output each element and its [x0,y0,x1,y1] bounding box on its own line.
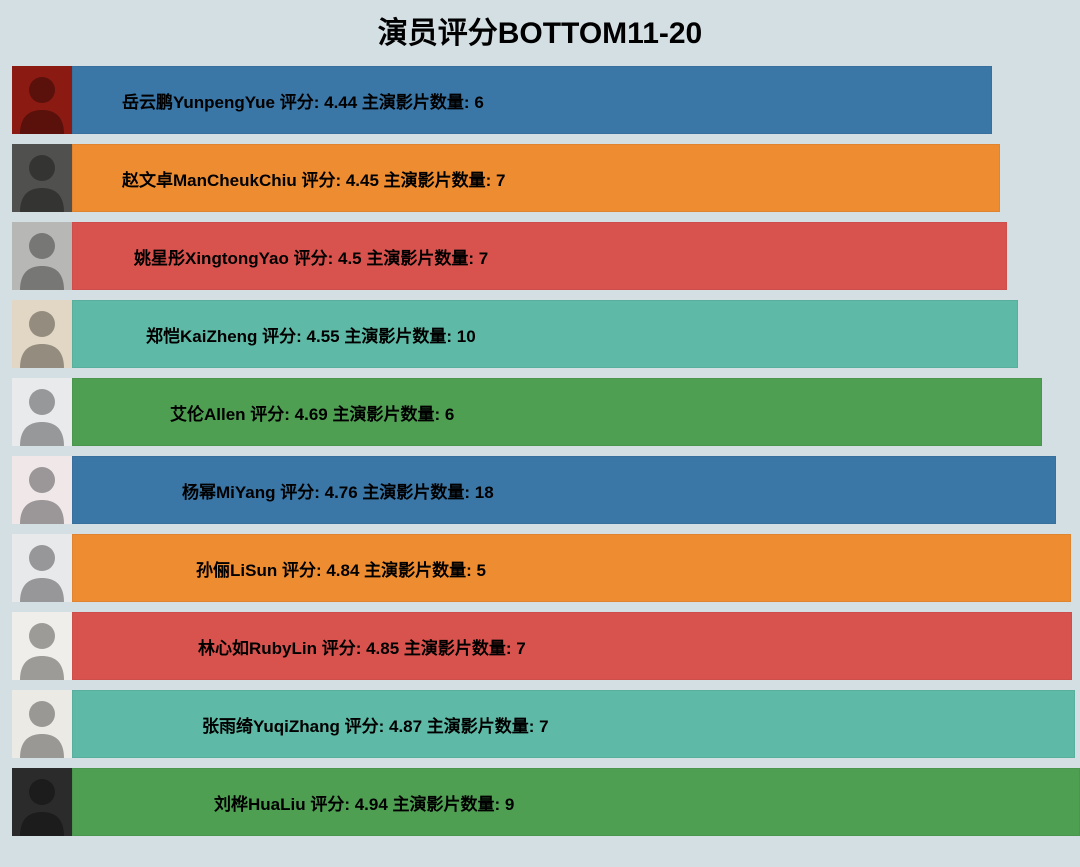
rating-bar: 姚星彤XingtongYao 评分: 4.5 主演影片数量: 7 [72,222,1007,290]
bar-label: 赵文卓ManCheukChiu 评分: 4.45 主演影片数量: 7 [120,166,505,191]
rating-bar: 艾伦Allen 评分: 4.69 主演影片数量: 6 [72,378,1042,446]
chart-row: 刘桦HuaLiu 评分: 4.94 主演影片数量: 9 [12,768,1068,836]
rating-bar: 郑恺KaiZheng 评分: 4.55 主演影片数量: 10 [72,300,1018,368]
actor-avatar [12,300,72,368]
actor-avatar [12,534,72,602]
chart-row: 赵文卓ManCheukChiu 评分: 4.45 主演影片数量: 7 [12,144,1068,212]
bar-track: 郑恺KaiZheng 评分: 4.55 主演影片数量: 10 [72,300,1068,368]
bar-label: 张雨绮YuqiZhang 评分: 4.87 主演影片数量: 7 [200,712,549,737]
chart-row: 岳云鹏YunpengYue 评分: 4.44 主演影片数量: 6 [12,66,1068,134]
bar-track: 刘桦HuaLiu 评分: 4.94 主演影片数量: 9 [72,768,1080,836]
actor-avatar [12,378,72,446]
chart-row: 孙俪LiSun 评分: 4.84 主演影片数量: 5 [12,534,1068,602]
chart-row: 张雨绮YuqiZhang 评分: 4.87 主演影片数量: 7 [12,690,1068,758]
actor-avatar [12,144,72,212]
bar-label: 郑恺KaiZheng 评分: 4.55 主演影片数量: 10 [144,322,476,347]
rating-bar: 赵文卓ManCheukChiu 评分: 4.45 主演影片数量: 7 [72,144,1000,212]
bar-label: 孙俪LiSun 评分: 4.84 主演影片数量: 5 [194,556,486,581]
actor-rating-chart: 岳云鹏YunpengYue 评分: 4.44 主演影片数量: 6 赵文卓ManC… [12,66,1068,836]
bar-label: 岳云鹏YunpengYue 评分: 4.44 主演影片数量: 6 [120,88,484,113]
chart-title: 演员评分BOTTOM11-20 [12,8,1068,52]
bar-track: 林心如RubyLin 评分: 4.85 主演影片数量: 7 [72,612,1072,680]
actor-avatar [12,456,72,524]
chart-row: 姚星彤XingtongYao 评分: 4.5 主演影片数量: 7 [12,222,1068,290]
actor-avatar [12,222,72,290]
rating-bar: 岳云鹏YunpengYue 评分: 4.44 主演影片数量: 6 [72,66,992,134]
rating-bar: 刘桦HuaLiu 评分: 4.94 主演影片数量: 9 [72,768,1080,836]
chart-row: 杨幂MiYang 评分: 4.76 主演影片数量: 18 [12,456,1068,524]
actor-avatar [12,612,72,680]
bar-label: 刘桦HuaLiu 评分: 4.94 主演影片数量: 9 [212,790,514,815]
bar-label: 艾伦Allen 评分: 4.69 主演影片数量: 6 [168,400,454,425]
bar-track: 赵文卓ManCheukChiu 评分: 4.45 主演影片数量: 7 [72,144,1068,212]
rating-bar: 张雨绮YuqiZhang 评分: 4.87 主演影片数量: 7 [72,690,1075,758]
bar-label: 姚星彤XingtongYao 评分: 4.5 主演影片数量: 7 [132,244,488,269]
rating-bar: 林心如RubyLin 评分: 4.85 主演影片数量: 7 [72,612,1072,680]
bar-track: 孙俪LiSun 评分: 4.84 主演影片数量: 5 [72,534,1071,602]
rating-bar: 杨幂MiYang 评分: 4.76 主演影片数量: 18 [72,456,1056,524]
chart-row: 艾伦Allen 评分: 4.69 主演影片数量: 6 [12,378,1068,446]
bar-label: 杨幂MiYang 评分: 4.76 主演影片数量: 18 [180,478,494,503]
bar-track: 张雨绮YuqiZhang 评分: 4.87 主演影片数量: 7 [72,690,1075,758]
actor-avatar [12,768,72,836]
chart-row: 林心如RubyLin 评分: 4.85 主演影片数量: 7 [12,612,1068,680]
bar-label: 林心如RubyLin 评分: 4.85 主演影片数量: 7 [196,634,526,659]
chart-row: 郑恺KaiZheng 评分: 4.55 主演影片数量: 10 [12,300,1068,368]
bar-track: 姚星彤XingtongYao 评分: 4.5 主演影片数量: 7 [72,222,1068,290]
bar-track: 岳云鹏YunpengYue 评分: 4.44 主演影片数量: 6 [72,66,1068,134]
actor-avatar [12,690,72,758]
bar-track: 艾伦Allen 评分: 4.69 主演影片数量: 6 [72,378,1068,446]
bar-track: 杨幂MiYang 评分: 4.76 主演影片数量: 18 [72,456,1068,524]
rating-bar: 孙俪LiSun 评分: 4.84 主演影片数量: 5 [72,534,1071,602]
actor-avatar [12,66,72,134]
